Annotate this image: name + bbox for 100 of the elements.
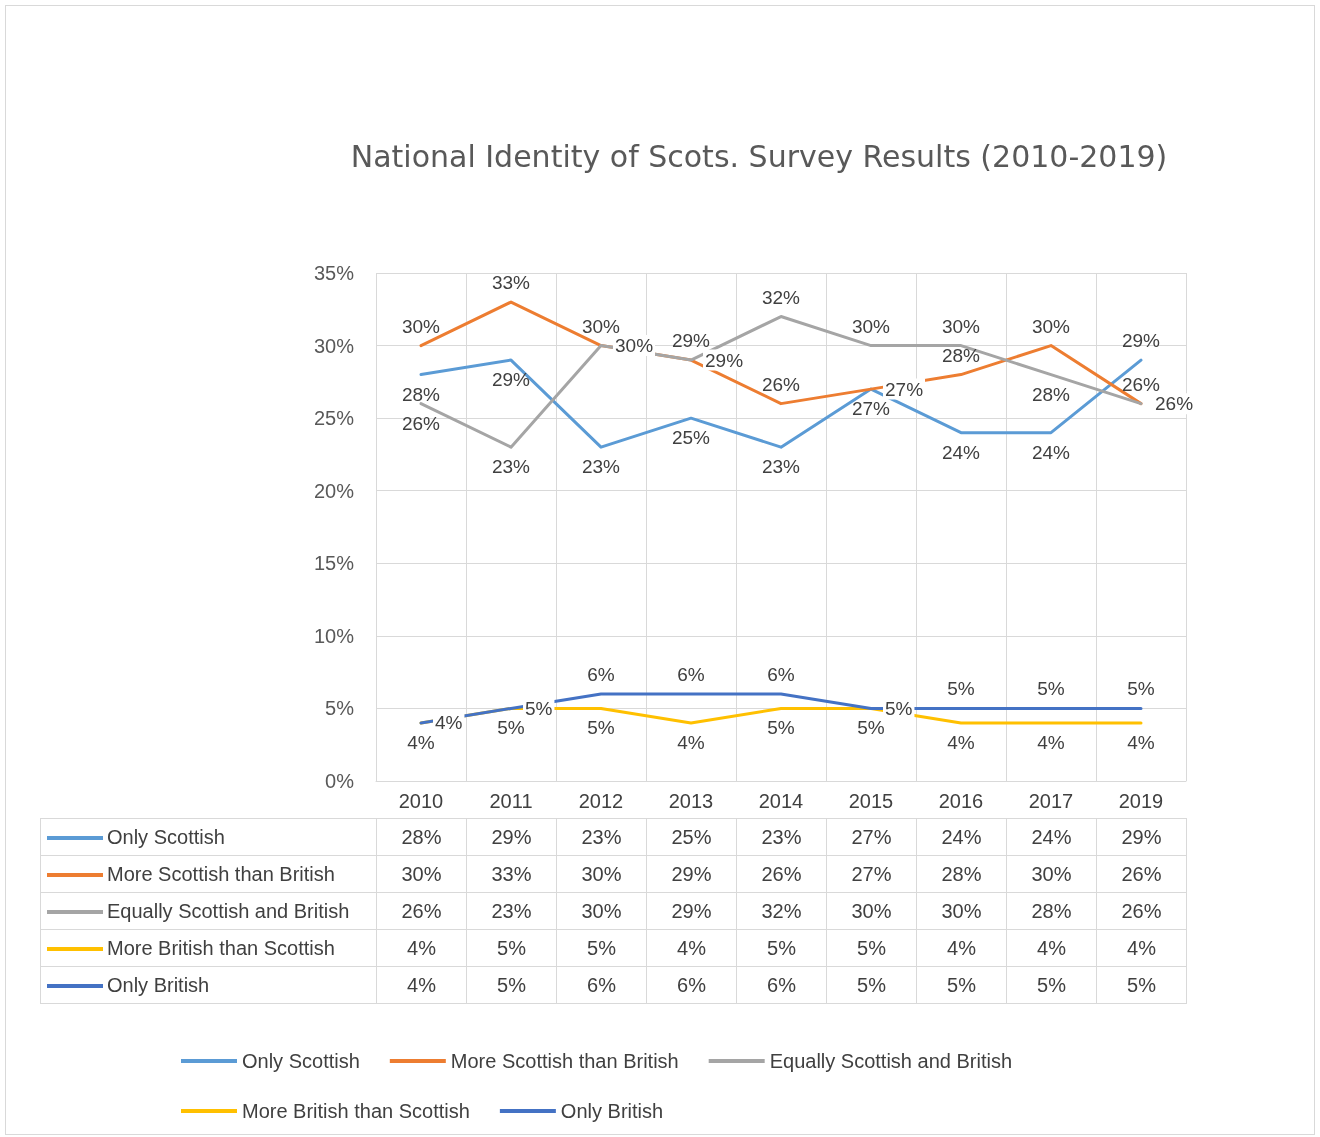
text: 6% — [677, 663, 705, 685]
data-label: 24% — [916, 818, 1007, 856]
data-label: 30% — [376, 855, 467, 893]
text: 24% — [941, 441, 981, 463]
data-label: 5% — [916, 966, 1007, 1004]
data-label: 29% — [646, 892, 737, 930]
data-label: 30% — [916, 892, 1007, 930]
text: 24% — [1031, 441, 1071, 463]
data-label: 5% — [1096, 966, 1187, 1004]
y-tick-label: 0% — [325, 770, 355, 792]
text: 29% — [1121, 330, 1161, 352]
y-tick-label: 25% — [313, 407, 355, 430]
text: 30% — [401, 315, 441, 337]
text: More British than Scottish — [242, 1100, 470, 1122]
data-label: 33% — [466, 855, 557, 893]
legend-label: Only British — [40, 966, 377, 1004]
data-label: 5% — [466, 966, 557, 1004]
text: 4% — [407, 731, 435, 753]
y-tick-label: 5% — [325, 697, 355, 720]
text: 28% — [401, 383, 441, 405]
text: 23% — [761, 456, 801, 478]
data-label: 28% — [1006, 892, 1097, 930]
data-label: 26% — [736, 855, 827, 893]
text: 30% — [581, 315, 621, 337]
text: 29% — [671, 330, 711, 352]
text: 4% — [1127, 731, 1155, 753]
data-label: 4% — [376, 929, 467, 967]
data-label: 27% — [826, 818, 917, 856]
data-label: 24% — [1006, 818, 1097, 856]
text: 5% — [885, 697, 913, 719]
y-tick-label: 20% — [313, 479, 355, 502]
data-label: 28% — [916, 855, 1007, 893]
x-tick-label: 2017 — [1028, 790, 1074, 812]
data-label: 29% — [646, 855, 737, 893]
legend-label: More Scottish than British — [40, 855, 377, 893]
x-tick-label: 2010 — [398, 790, 444, 812]
data-label: 25% — [646, 818, 737, 856]
text: 6% — [587, 663, 615, 685]
text: 5% — [767, 717, 795, 739]
legend-label: More British than Scottish — [40, 929, 377, 967]
data-label: 23% — [556, 818, 647, 856]
text: 4% — [677, 731, 705, 753]
data-label: 26% — [1096, 855, 1187, 893]
text: 26% — [1121, 373, 1161, 395]
text: 5% — [1037, 678, 1065, 700]
data-label: 5% — [826, 929, 917, 967]
x-tick-label: 2014 — [758, 790, 804, 812]
chart-title: National Identity of Scots. Survey Results (2010-2019) — [350, 138, 1168, 174]
x-tick-label: 2011 — [489, 790, 533, 812]
text: 5% — [587, 717, 615, 739]
y-tick-label: 35% — [313, 262, 355, 284]
text: 4% — [1037, 731, 1065, 753]
text: 28% — [1031, 383, 1071, 405]
text: 30% — [615, 335, 654, 357]
data-label: 32% — [736, 892, 827, 930]
data-label: 30% — [826, 892, 917, 930]
x-tick-label: 2015 — [848, 790, 894, 812]
y-tick-label: 10% — [313, 624, 355, 647]
data-label: 29% — [466, 818, 557, 856]
data-label: 4% — [376, 966, 467, 1004]
text: 6% — [767, 663, 795, 685]
data-label: 4% — [1006, 929, 1097, 967]
text: 27% — [851, 398, 891, 420]
y-tick-label: 30% — [313, 334, 355, 357]
text: 30% — [1031, 315, 1071, 337]
text: 28% — [941, 344, 981, 366]
text: More Scottish than British — [450, 1050, 679, 1072]
data-label: 30% — [556, 892, 647, 930]
data-label: 6% — [556, 966, 647, 1004]
data-label: 5% — [1006, 966, 1097, 1004]
text: 29% — [705, 349, 744, 371]
text: 25% — [671, 427, 711, 449]
x-tick-label: 2013 — [668, 790, 714, 812]
data-label: 4% — [916, 929, 1007, 967]
text: 23% — [491, 456, 531, 478]
data-label: 26% — [1096, 892, 1187, 930]
y-tick-label: 15% — [313, 552, 355, 575]
data-label: 5% — [466, 929, 557, 967]
data-label: 30% — [556, 855, 647, 893]
legend-label: Only Scottish — [40, 818, 377, 856]
data-label: 23% — [736, 818, 827, 856]
data-label: 28% — [376, 818, 467, 856]
text: 23% — [581, 456, 621, 478]
data-label: 30% — [1006, 855, 1097, 893]
data-label: 5% — [736, 929, 827, 967]
text: 33% — [491, 272, 531, 294]
text: 4% — [947, 731, 975, 753]
data-label: 5% — [556, 929, 647, 967]
text: 29% — [491, 369, 531, 391]
x-tick-label: 2012 — [578, 790, 624, 812]
text: 4% — [435, 712, 463, 734]
x-tick-label: 2016 — [938, 790, 984, 812]
data-label: 6% — [646, 966, 737, 1004]
text: 30% — [851, 315, 891, 337]
text: Equally Scottish and British — [769, 1050, 1013, 1072]
text: 5% — [525, 697, 553, 719]
data-label: 26% — [376, 892, 467, 930]
data-label: 4% — [646, 929, 737, 967]
text: 5% — [497, 717, 525, 739]
text: Only British — [560, 1100, 664, 1122]
